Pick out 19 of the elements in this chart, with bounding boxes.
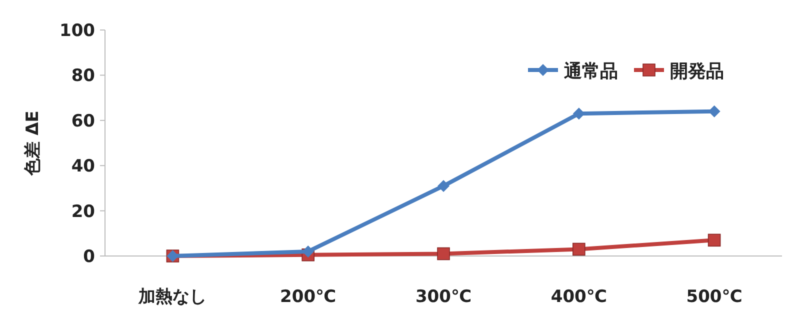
point: [438, 180, 450, 192]
point: [572, 242, 586, 256]
y-tick-label: 80: [71, 66, 96, 86]
y-tick-label: 60: [71, 111, 96, 132]
x-tick-label: 300℃: [415, 287, 472, 307]
legend-label: 開発品: [670, 61, 724, 82]
point: [708, 234, 721, 247]
point: [437, 247, 450, 260]
y-tick-label: 40: [71, 156, 96, 177]
x-tick-label: 加熱なし: [138, 287, 207, 307]
y-axis-title: 色差 ΔE: [23, 110, 43, 176]
legend-label: 通常品: [563, 61, 618, 82]
y-tick-label: 0: [83, 247, 96, 267]
y-tick-label: 20: [71, 202, 96, 222]
point: [302, 245, 314, 258]
x-tick-label: 500℃: [686, 287, 742, 307]
x-tick-label: 200℃: [280, 287, 336, 307]
y-tick-label: 100: [60, 21, 96, 41]
x-tick-label: 400℃: [550, 287, 607, 307]
